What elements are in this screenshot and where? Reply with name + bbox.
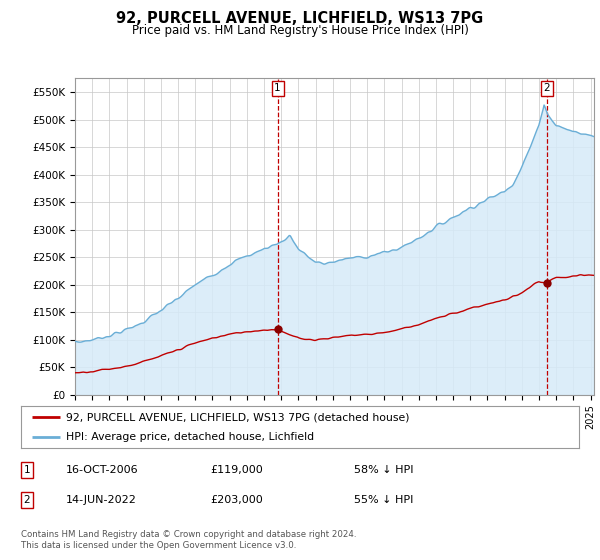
Text: £203,000: £203,000 (210, 495, 263, 505)
Text: 2: 2 (544, 83, 550, 93)
Text: 16-OCT-2006: 16-OCT-2006 (66, 465, 139, 475)
Text: HPI: Average price, detached house, Lichfield: HPI: Average price, detached house, Lich… (65, 432, 314, 442)
Text: 1: 1 (274, 83, 281, 93)
Text: Contains HM Land Registry data © Crown copyright and database right 2024.
This d: Contains HM Land Registry data © Crown c… (21, 530, 356, 550)
Text: 58% ↓ HPI: 58% ↓ HPI (354, 465, 413, 475)
Text: 92, PURCELL AVENUE, LICHFIELD, WS13 7PG: 92, PURCELL AVENUE, LICHFIELD, WS13 7PG (116, 11, 484, 26)
Text: 55% ↓ HPI: 55% ↓ HPI (354, 495, 413, 505)
Text: 1: 1 (23, 465, 31, 475)
Text: Price paid vs. HM Land Registry's House Price Index (HPI): Price paid vs. HM Land Registry's House … (131, 24, 469, 36)
Text: 2: 2 (23, 495, 31, 505)
Text: 14-JUN-2022: 14-JUN-2022 (66, 495, 137, 505)
Text: £119,000: £119,000 (210, 465, 263, 475)
Text: 92, PURCELL AVENUE, LICHFIELD, WS13 7PG (detached house): 92, PURCELL AVENUE, LICHFIELD, WS13 7PG … (65, 412, 409, 422)
